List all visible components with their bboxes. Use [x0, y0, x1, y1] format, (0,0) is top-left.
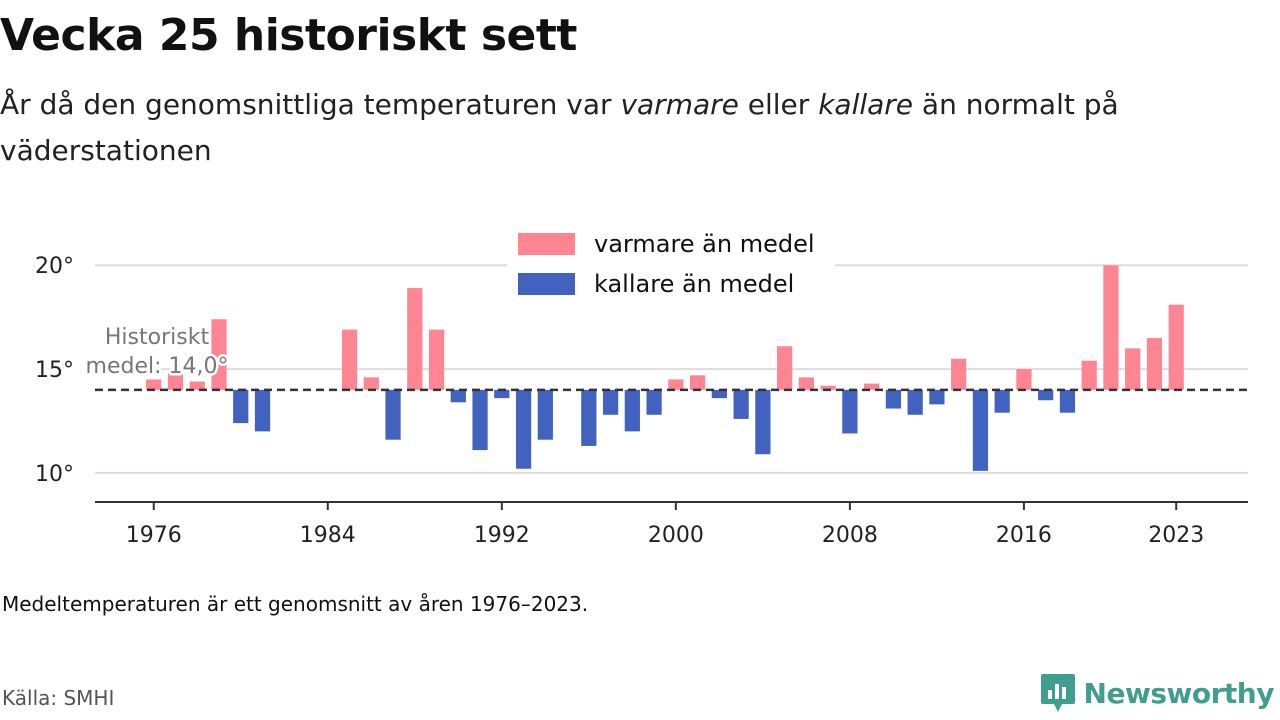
bar-cold	[1059, 389, 1076, 413]
y-tick-label: 20°	[35, 254, 74, 279]
bar-warm	[1168, 304, 1184, 390]
bar-warm	[211, 319, 227, 390]
reference-line-group: Historiskt medel: 14,0°	[83, 322, 1248, 392]
page-title: Vecka 25 historiskt sett	[0, 10, 577, 61]
bar-warm	[820, 385, 836, 390]
bar-cold	[254, 389, 271, 432]
bar-warm	[668, 379, 684, 390]
bar-warm	[189, 381, 205, 390]
legend-swatch-warm	[518, 233, 575, 255]
bar-cold	[929, 389, 945, 405]
subtitle-text-1: År då den genomsnittliga temperaturen va…	[0, 88, 621, 121]
x-tick-label: 1992	[474, 523, 530, 548]
bar-cold	[233, 389, 249, 424]
bar-warm	[146, 379, 162, 390]
bar-cold	[994, 389, 1010, 413]
bar-warm	[777, 346, 793, 390]
brand-logo: Newsworthy	[1040, 672, 1275, 714]
bar-cold	[494, 389, 510, 399]
bar-warm	[428, 329, 445, 390]
bar-warm	[951, 358, 967, 390]
bar-cold	[581, 389, 597, 446]
bar-warm	[1081, 360, 1097, 390]
bar-cold	[472, 389, 488, 451]
bar-warm	[1146, 337, 1163, 390]
subtitle-text-2: eller	[738, 88, 819, 121]
bar-cold	[733, 389, 749, 419]
bar-cold	[602, 389, 619, 415]
bar-cold	[385, 389, 401, 440]
x-axis: 1976 1984 1992 2000 2008 2016 2023	[95, 501, 1248, 548]
bar-cold	[646, 389, 662, 415]
bar-cold	[450, 389, 466, 403]
page-subtitle: År då den genomsnittliga temperaturen va…	[0, 82, 1230, 174]
bar-warm	[167, 373, 184, 390]
bar-cold	[755, 389, 771, 455]
x-tick-label: 1984	[300, 523, 356, 548]
bar-cold	[537, 389, 553, 440]
bar-cold	[515, 389, 532, 469]
y-axis-ticks: 10° 15° 20°	[35, 254, 74, 487]
bar-warm	[689, 375, 706, 390]
subtitle-text-3: än normalt på väderstationen	[0, 88, 1119, 167]
bar-warm	[798, 377, 814, 390]
bar-warm	[1125, 348, 1141, 390]
bar-warm	[1016, 369, 1032, 390]
brand-name: Newsworthy	[1083, 676, 1275, 710]
y-tick-label: 15°	[35, 358, 74, 383]
legend-label-warm: varmare än medel	[594, 230, 815, 258]
bar-cold	[885, 389, 902, 409]
reference-line-label: Historiskt	[105, 325, 210, 350]
footnote: Medeltemperaturen är ett genomsnitt av å…	[2, 592, 589, 616]
y-tick-label: 10°	[35, 462, 74, 487]
x-tick-label: 2000	[648, 523, 704, 548]
x-tick-label: 2016	[996, 523, 1052, 548]
bar-warm	[363, 377, 379, 390]
bars	[146, 265, 1184, 471]
bar-cold	[972, 389, 989, 471]
x-tick-label: 1976	[126, 523, 182, 548]
subtitle-emphasis-cold: kallare	[818, 88, 914, 121]
bar-warm	[864, 383, 880, 390]
bar-cold	[842, 389, 858, 434]
legend-swatch-cold	[518, 273, 575, 295]
bar-cold	[711, 389, 727, 399]
bar-warm	[1103, 265, 1119, 390]
x-tick-label: 2023	[1148, 523, 1204, 548]
legend: varmare än medel kallare än medel	[507, 222, 835, 314]
newsworthy-logo-icon	[1040, 674, 1075, 712]
bar-cold	[1038, 389, 1054, 401]
bar-warm	[407, 288, 423, 390]
legend-label-cold: kallare än medel	[594, 270, 794, 298]
bar-cold	[907, 389, 923, 415]
bar-warm	[341, 329, 358, 390]
reference-line-label: medel: 14,0°	[86, 354, 229, 379]
bar-cold	[624, 389, 640, 432]
subtitle-emphasis-warm: varmare	[620, 88, 739, 121]
x-tick-label: 2008	[822, 523, 878, 548]
source-label: Källa: SMHI	[2, 686, 115, 710]
